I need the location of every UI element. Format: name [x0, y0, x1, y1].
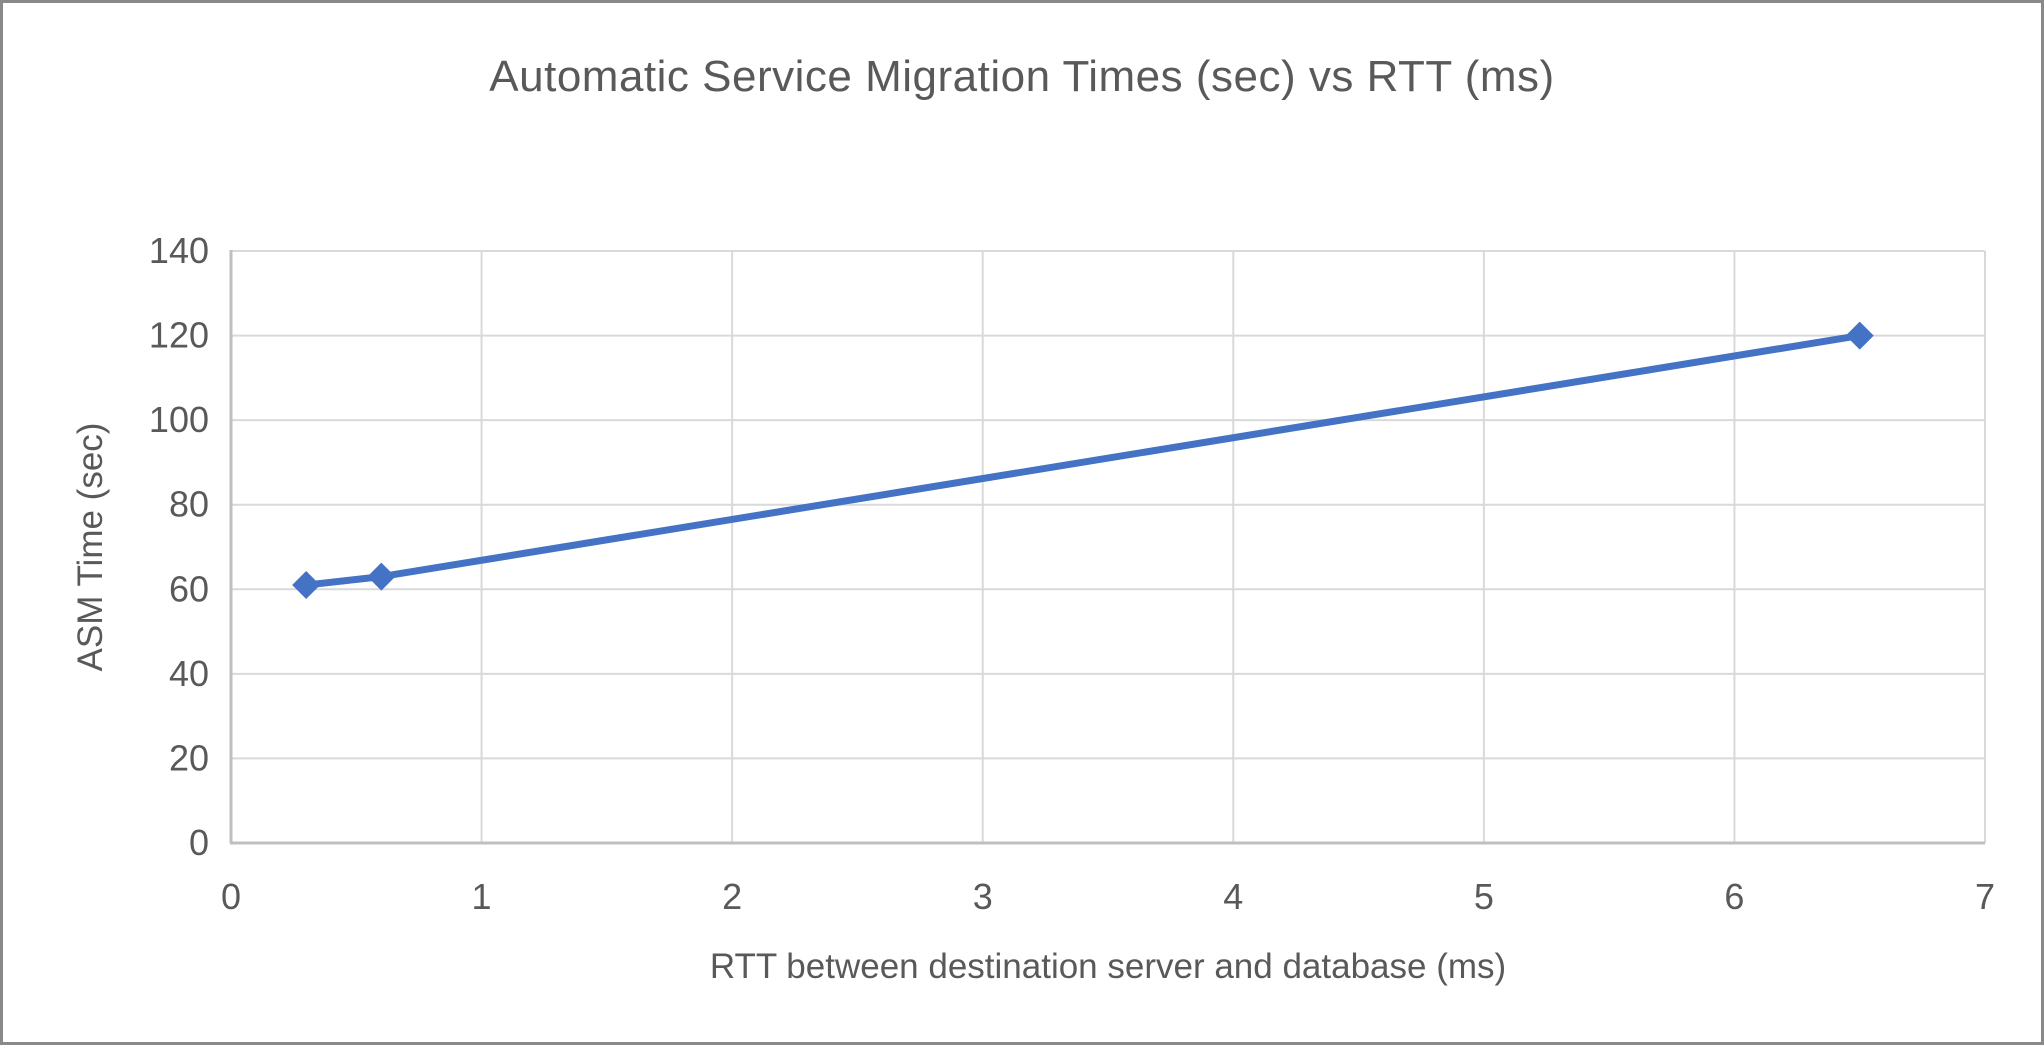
data-point-marker — [1845, 321, 1874, 350]
x-tick-label: 5 — [1474, 876, 1494, 917]
y-tick-label: 0 — [189, 822, 209, 863]
y-tick-label: 40 — [169, 653, 209, 694]
data-point-marker — [367, 562, 396, 591]
x-axis-title: RTT between destination server and datab… — [709, 947, 1507, 986]
x-tick-label: 4 — [1223, 876, 1243, 917]
x-tick-label: 6 — [1724, 876, 1744, 917]
x-tick-label: 1 — [472, 876, 492, 917]
y-tick-label: 60 — [169, 568, 209, 609]
series-line — [302, 332, 1864, 589]
y-tick-label: 100 — [149, 399, 209, 440]
y-tick-label: 20 — [169, 737, 209, 778]
plot-area: 0 20 40 60 80 100 120 140 0 1 2 3 4 5 6 7 — [149, 230, 1995, 917]
y-tick-label: 80 — [169, 484, 209, 525]
x-tick-label: 3 — [973, 876, 993, 917]
data-point-marker — [292, 571, 321, 600]
y-tick-label: 120 — [149, 315, 209, 356]
y-axis-title: ASM Time (sec) — [71, 422, 110, 672]
y-tick-label: 140 — [149, 230, 209, 271]
chart-title: Automatic Service Migration Times (sec) … — [489, 52, 1555, 101]
x-tick-label: 2 — [722, 876, 742, 917]
x-tick-label: 7 — [1975, 876, 1995, 917]
x-tick-label: 0 — [221, 876, 241, 917]
